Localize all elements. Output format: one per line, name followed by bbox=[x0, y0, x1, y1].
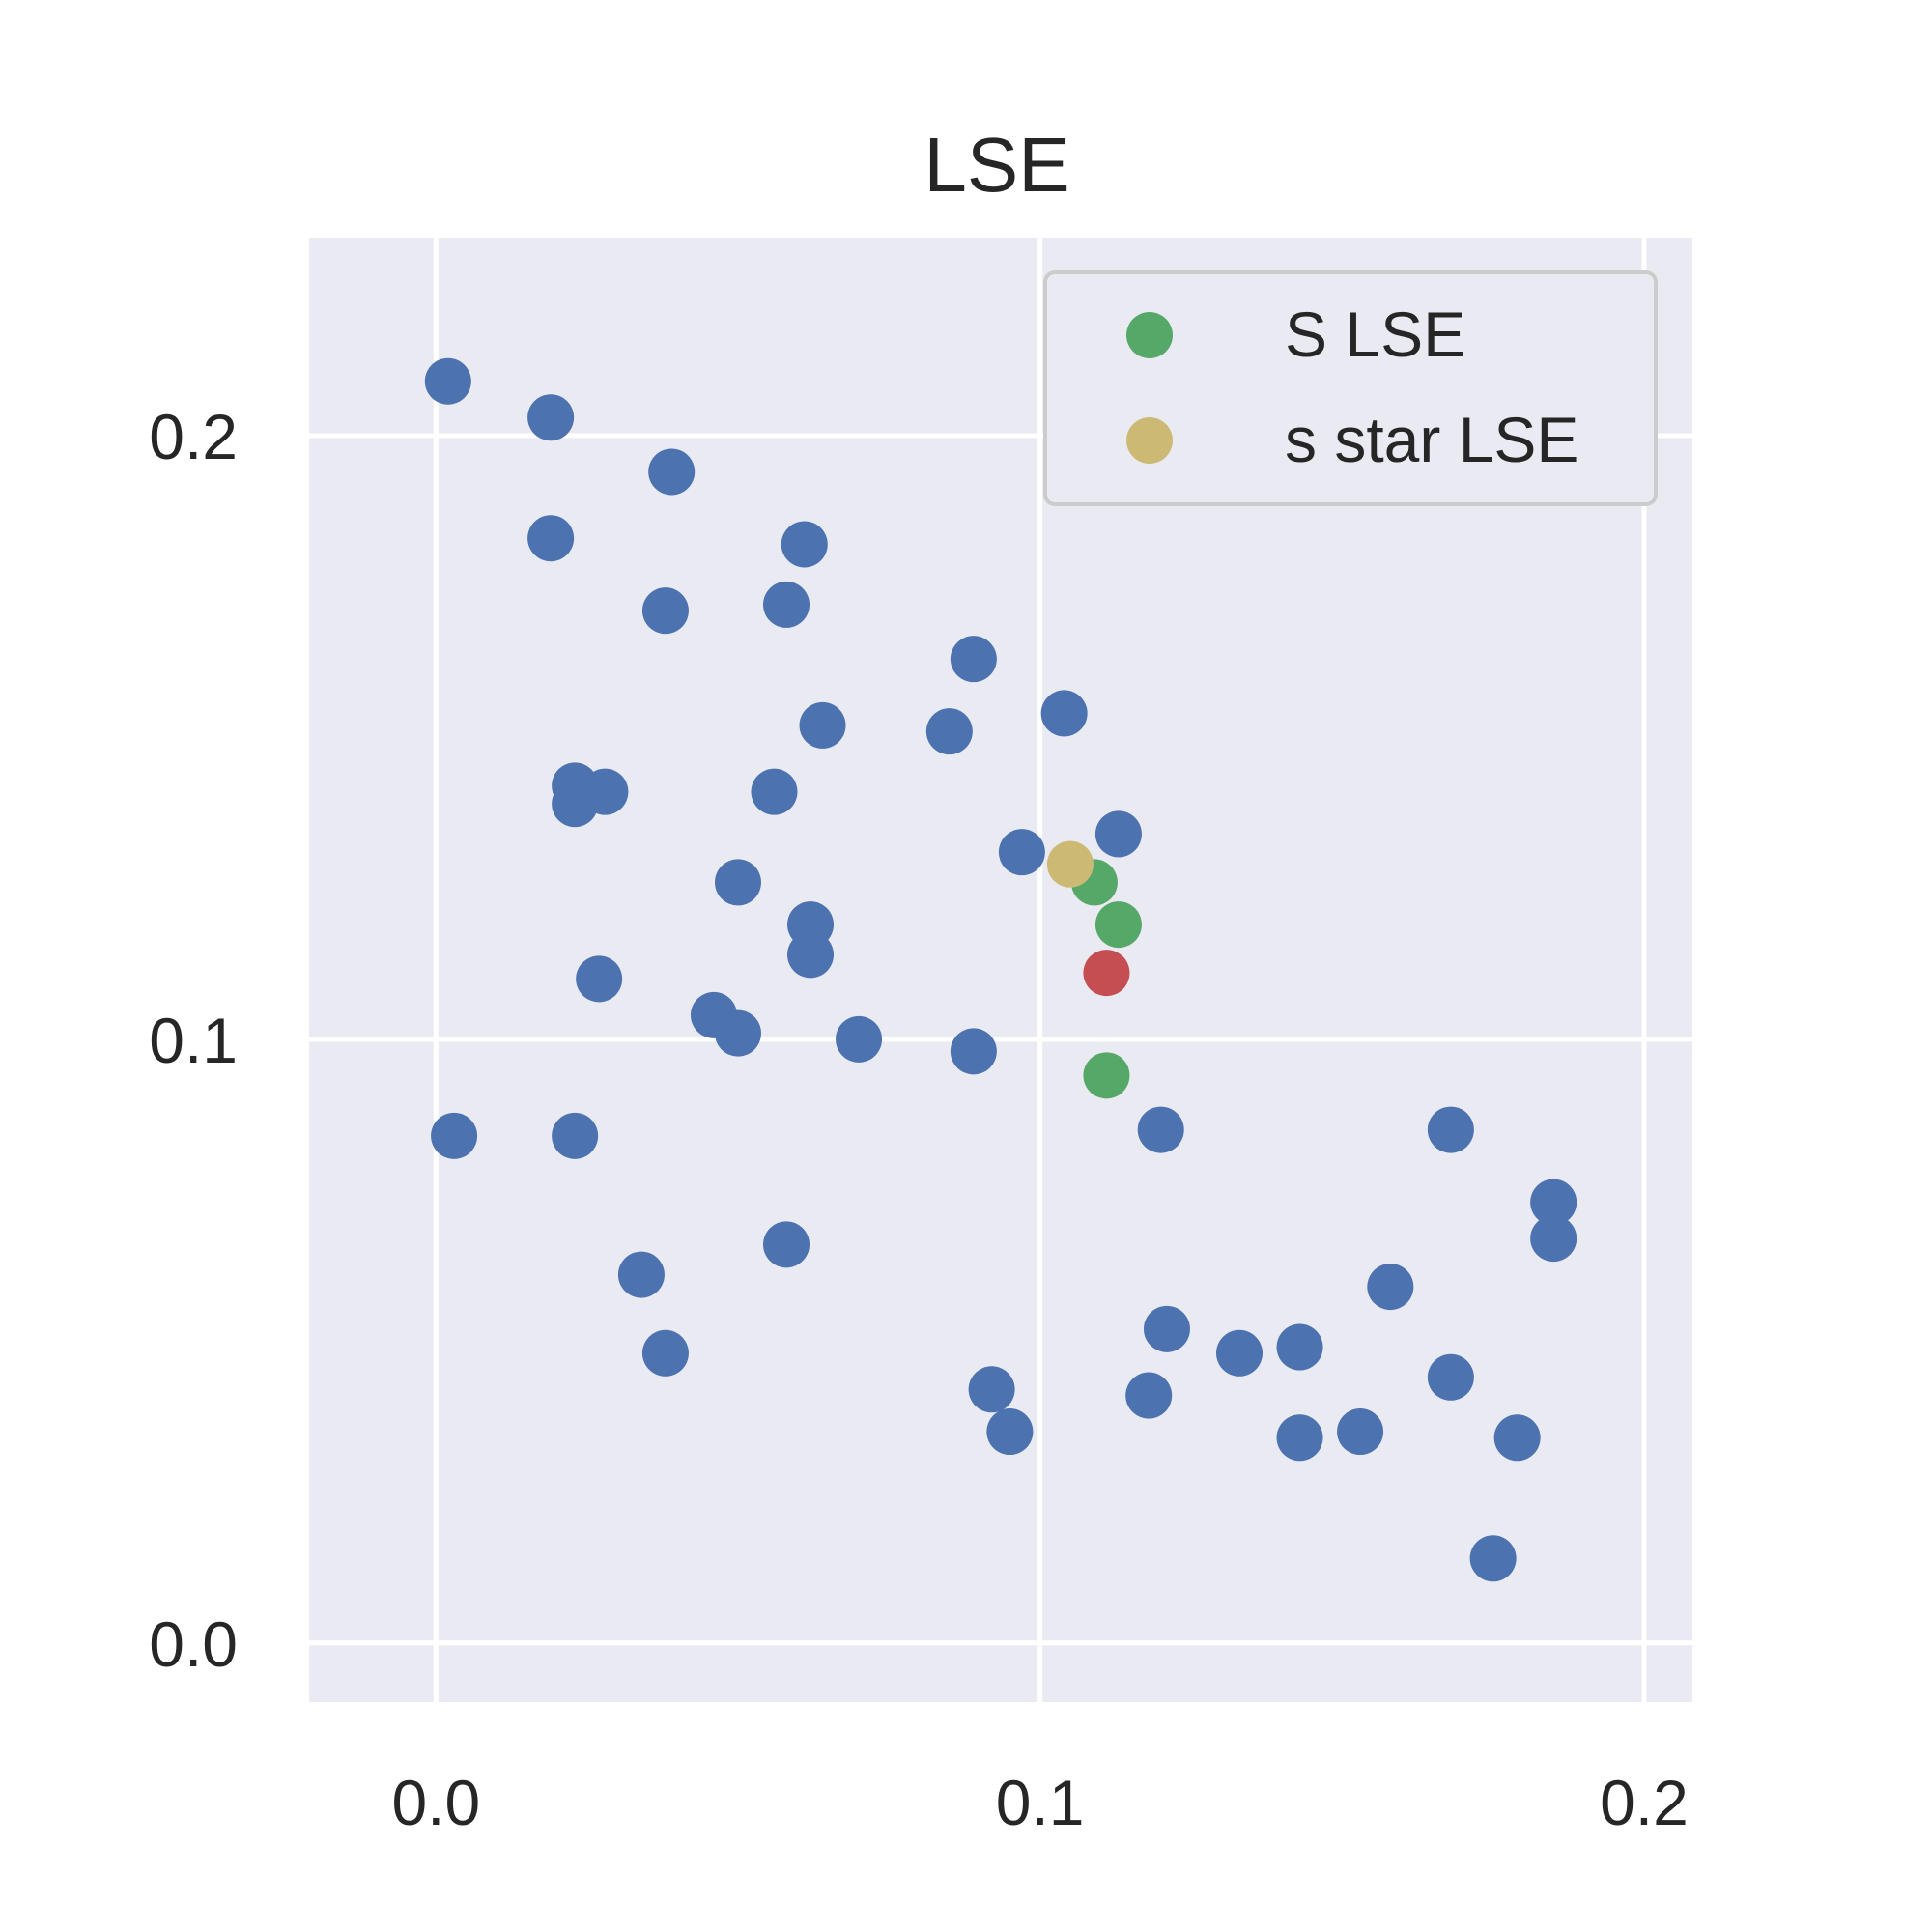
data-point-points bbox=[552, 1112, 599, 1159]
data-point-points bbox=[1276, 1414, 1323, 1462]
x-tick-label: 0.1 bbox=[996, 1767, 1085, 1838]
data-point-points bbox=[1125, 1372, 1173, 1419]
data-point-points bbox=[431, 1112, 478, 1159]
data-point-points bbox=[527, 515, 575, 562]
data-point-points bbox=[1094, 810, 1142, 858]
data-point-points bbox=[787, 931, 835, 979]
y-tick-label: 0.0 bbox=[149, 1608, 238, 1680]
data-point-points bbox=[1216, 1329, 1264, 1377]
legend-label-s-lse: S LSE bbox=[1285, 298, 1465, 370]
data-point-points bbox=[781, 521, 828, 568]
chart-title: LSE bbox=[923, 122, 1069, 208]
data-point-points bbox=[641, 1329, 689, 1377]
legend-label-s-star-lse: s star LSE bbox=[1285, 404, 1578, 475]
legend-marker-s-lse bbox=[1126, 312, 1173, 358]
data-point-highlight bbox=[1083, 950, 1130, 997]
data-point-points bbox=[424, 357, 471, 405]
data-point-points bbox=[950, 636, 997, 683]
legend-marker-s-star-lse bbox=[1126, 417, 1173, 464]
data-point-s-star-lse bbox=[1046, 840, 1094, 888]
data-point-points bbox=[714, 1009, 761, 1057]
data-points bbox=[424, 357, 1577, 1582]
data-point-s-lse bbox=[1083, 1052, 1130, 1099]
data-point-points bbox=[799, 701, 846, 749]
data-point-points bbox=[617, 1251, 665, 1298]
legend: S LSE s star LSE bbox=[1043, 270, 1658, 506]
data-point-points bbox=[1337, 1408, 1384, 1456]
data-point-points bbox=[1493, 1414, 1541, 1462]
data-point-points bbox=[1469, 1535, 1517, 1582]
data-point-points bbox=[986, 1408, 1034, 1456]
data-point-points bbox=[1040, 690, 1088, 737]
data-point-points bbox=[968, 1366, 1015, 1413]
data-point-points bbox=[763, 581, 810, 628]
y-tick-label: 0.1 bbox=[149, 1005, 238, 1076]
data-point-points bbox=[998, 829, 1045, 876]
data-point-points bbox=[1143, 1305, 1190, 1352]
data-point-points bbox=[576, 955, 623, 1003]
data-point-points bbox=[641, 587, 689, 635]
data-point-points bbox=[836, 1015, 883, 1063]
x-axis-ticks: 0.0 0.1 0.2 bbox=[391, 1767, 1688, 1838]
data-point-s-lse bbox=[1094, 901, 1142, 949]
data-point-points bbox=[1427, 1106, 1474, 1153]
data-point-points bbox=[648, 448, 696, 496]
data-point-points bbox=[527, 394, 575, 441]
x-tick-label: 0.2 bbox=[1600, 1767, 1689, 1838]
data-point-points bbox=[552, 781, 599, 828]
data-point-points bbox=[950, 1028, 997, 1075]
data-point-points bbox=[1530, 1179, 1577, 1226]
data-point-points bbox=[751, 768, 798, 815]
data-point-points bbox=[1427, 1353, 1474, 1401]
data-point-points bbox=[1530, 1215, 1577, 1263]
data-point-points bbox=[763, 1221, 810, 1268]
data-point-points bbox=[714, 859, 761, 906]
data-point-points bbox=[925, 708, 973, 755]
y-tick-label: 0.2 bbox=[149, 401, 238, 472]
data-point-points bbox=[1276, 1323, 1323, 1371]
data-point-points bbox=[1367, 1264, 1414, 1311]
y-axis-ticks: 0.0 0.1 0.2 bbox=[149, 401, 238, 1680]
data-point-points bbox=[1137, 1106, 1184, 1153]
x-tick-label: 0.0 bbox=[391, 1767, 480, 1838]
legend-box bbox=[1043, 270, 1658, 506]
